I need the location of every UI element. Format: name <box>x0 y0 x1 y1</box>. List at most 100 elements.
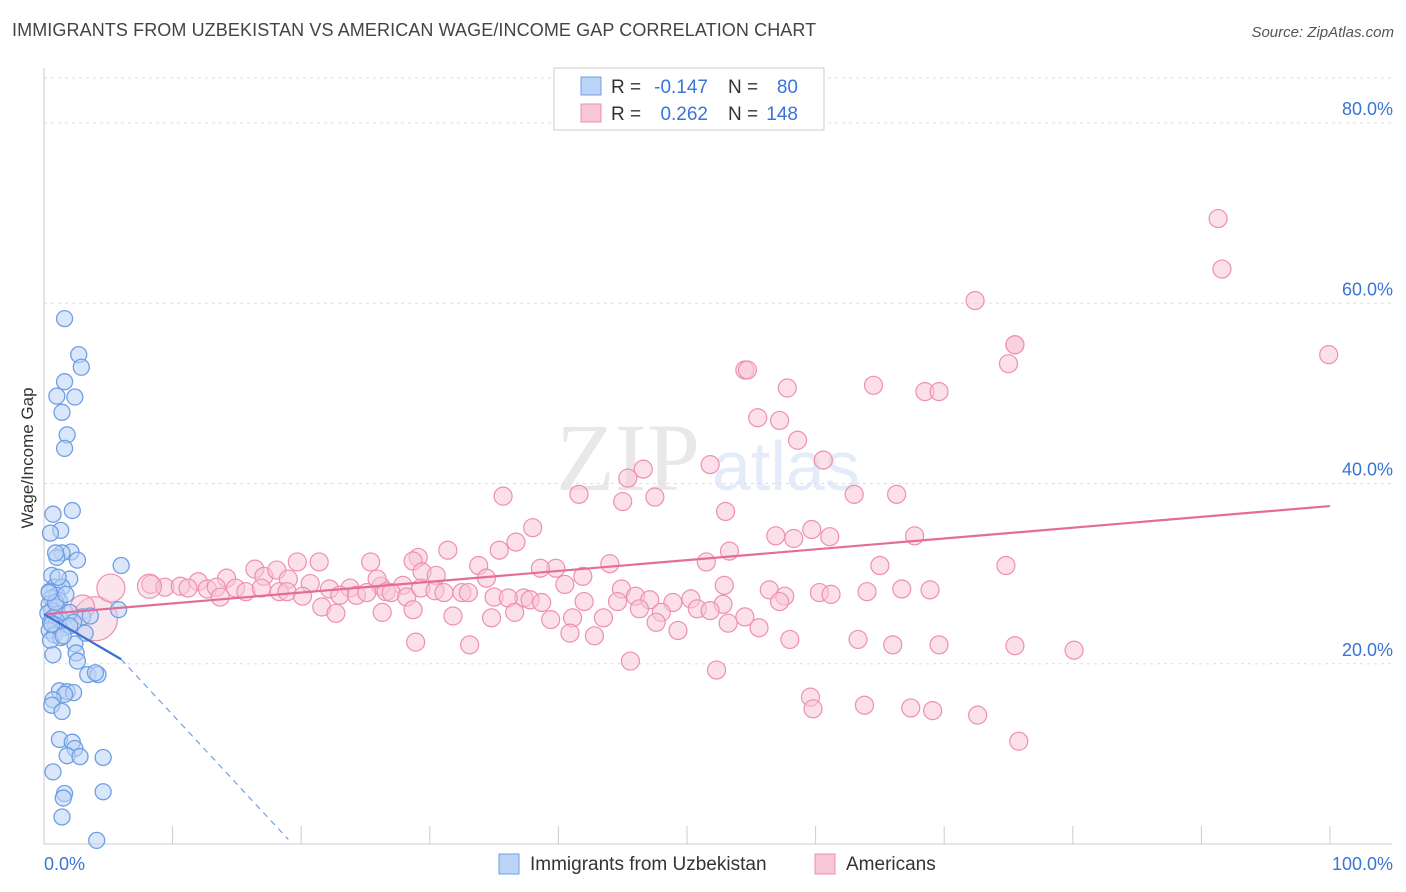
americans-point <box>530 558 550 578</box>
americans-point <box>532 592 552 613</box>
americans-point <box>735 607 755 627</box>
americans-point <box>560 623 580 643</box>
y-tick-label: 60.0% <box>1342 279 1393 299</box>
americans-point <box>633 459 653 479</box>
americans-point <box>700 455 720 475</box>
americans-point <box>968 705 988 725</box>
americans-point <box>1005 335 1025 355</box>
americans-point <box>748 408 768 428</box>
americans-point <box>569 484 589 504</box>
americans-point <box>923 701 943 721</box>
uzbekistan-point <box>88 831 106 850</box>
y-axis-label: Wage/Income Gap <box>18 387 37 528</box>
uzbekistan-point <box>81 607 99 625</box>
americans-point <box>696 552 716 572</box>
americans-point <box>489 540 509 560</box>
americans-point <box>481 608 502 628</box>
americans-point <box>372 602 392 622</box>
uzbekistan-point <box>55 373 74 391</box>
americans-point <box>883 635 903 655</box>
uzbekistan-point <box>41 524 60 542</box>
legend-n-label-1: N = <box>728 77 758 98</box>
americans-trend-line <box>43 504 1331 616</box>
americans-point <box>287 552 307 572</box>
americans-point <box>618 468 638 488</box>
americans-point <box>613 491 633 512</box>
uzbekistan-point <box>55 439 74 458</box>
americans-point <box>965 290 985 311</box>
uzbekistan-point <box>112 556 130 575</box>
uzbekistan-points <box>39 309 130 850</box>
y-tick-label: 40.0% <box>1342 460 1393 480</box>
uzbekistan-point <box>44 646 62 664</box>
americans-point <box>361 552 381 572</box>
uzbekistan-point <box>40 583 58 602</box>
americans-point <box>813 450 833 470</box>
uzbekistan-point <box>71 747 89 766</box>
americans-point <box>1064 640 1084 660</box>
americans-point <box>458 582 478 603</box>
uzbekistan-point <box>49 568 67 586</box>
americans-point <box>645 487 665 507</box>
americans-point <box>920 580 940 600</box>
legend-n-label-2: N = <box>728 104 758 125</box>
americans-point <box>769 410 790 431</box>
americans-point <box>887 484 907 504</box>
americans-point <box>1319 345 1339 365</box>
legend-r-label-1: R = <box>611 77 641 98</box>
americans-point <box>438 540 458 560</box>
uzbekistan-trend-extension <box>120 658 289 840</box>
uzbekistan-point <box>94 748 112 767</box>
americans-point <box>406 632 426 652</box>
americans-point <box>777 378 797 398</box>
americans-cluster-point <box>96 573 126 603</box>
americans-point <box>854 695 875 715</box>
tick-labels: 20.0% 40.0% 60.0% 80.0% 0.0% 100.0% <box>44 99 1393 874</box>
americans-point <box>892 579 912 599</box>
americans-point <box>584 626 605 646</box>
americans-point <box>600 554 620 574</box>
americans-point <box>1208 208 1228 229</box>
uzbekistan-point <box>68 551 87 569</box>
americans-point <box>821 584 841 604</box>
americans-point <box>996 555 1016 576</box>
legend-r-value-1: -0.147 <box>654 77 708 98</box>
americans-point <box>460 635 480 655</box>
americans-point <box>607 591 628 612</box>
uzbekistan-point <box>46 544 65 562</box>
americans-point <box>787 430 808 450</box>
legend-r-label-2: R = <box>611 104 641 125</box>
uzbekistan-point <box>57 585 75 604</box>
x-tick-label: 100.0% <box>1332 854 1393 874</box>
series-legend: Immigrants from Uzbekistan Americans <box>498 853 936 875</box>
americans-point <box>870 555 890 576</box>
americans-point <box>714 575 734 595</box>
uzbekistan-point <box>72 358 90 376</box>
americans-point <box>506 532 526 552</box>
americans-point <box>493 486 513 506</box>
americans-point <box>1009 731 1029 751</box>
uzbekistan-point <box>63 501 81 520</box>
legend-item-americans-swatch <box>814 853 836 875</box>
legend-swatch-pink <box>580 103 602 123</box>
americans-point <box>784 528 804 549</box>
americans-point <box>700 600 720 621</box>
source-note: Source: ZipAtlas.com <box>1251 24 1394 41</box>
americans-point <box>434 582 454 603</box>
legend-item-uzbekistan-label: Immigrants from Uzbekistan <box>530 854 767 875</box>
uzbekistan-point <box>109 601 128 619</box>
watermark-atlas: atlas <box>712 427 860 505</box>
americans-point <box>901 698 921 718</box>
americans-point <box>292 586 313 606</box>
americans-point <box>715 501 736 522</box>
americans-point <box>573 566 593 586</box>
americans-point <box>802 519 822 540</box>
americans-point <box>848 629 868 650</box>
americans-point <box>844 484 864 504</box>
americans-point <box>541 610 561 630</box>
americans-point <box>749 618 769 638</box>
americans-point <box>574 591 594 612</box>
correlation-legend: R = -0.147 N = 80 R = 0.262 N = 148 <box>553 67 825 131</box>
x-tick-label: 0.0% <box>44 854 85 874</box>
